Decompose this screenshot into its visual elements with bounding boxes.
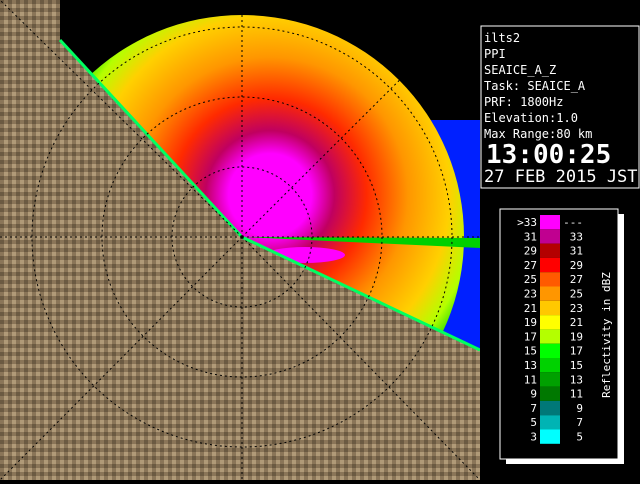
prf: PRF: 1800Hz <box>484 95 563 109</box>
azimuth-line <box>0 236 243 481</box>
legend-low: 13 <box>524 359 537 372</box>
legend-low: 17 <box>524 330 537 343</box>
legend-swatch <box>540 257 560 273</box>
legend-low: 31 <box>524 230 537 243</box>
legend-low: 11 <box>524 373 537 386</box>
legend-swatch <box>540 343 560 358</box>
legend-swatch <box>540 315 560 330</box>
legend-high: --- <box>563 216 583 229</box>
legend-low: 25 <box>524 273 537 286</box>
legend-high: 27 <box>570 273 583 286</box>
legend-swatch <box>540 386 560 401</box>
azimuth-line <box>241 0 481 238</box>
range-rings <box>0 0 480 480</box>
land <box>0 0 480 480</box>
legend-low: 5 <box>530 416 537 429</box>
legend-high: 25 <box>570 288 583 301</box>
legend-swatch <box>540 429 560 444</box>
legend-swatch <box>540 215 560 230</box>
legend-low: 23 <box>524 288 537 301</box>
legend-swatch <box>540 243 560 258</box>
legend-high: 9 <box>576 402 583 415</box>
date: 27 FEB 2015 JST <box>484 167 638 187</box>
legend-swatch <box>540 300 560 316</box>
legend-high: 17 <box>570 345 583 358</box>
task: Task: SEAICE_A <box>484 79 586 93</box>
azimuth-line <box>241 236 481 481</box>
legend-swatch <box>540 358 560 373</box>
echo-band <box>242 237 480 248</box>
legend-high: 13 <box>570 373 583 386</box>
legend-low: >33 <box>517 216 537 229</box>
legend-title: Reflectivity in dBZ <box>600 272 613 398</box>
legend-low: 7 <box>530 402 537 415</box>
legend-high: 33 <box>570 230 583 243</box>
product: SEAICE_A_Z <box>484 63 556 77</box>
legend-high: 11 <box>570 388 583 401</box>
legend-high: 21 <box>570 316 583 329</box>
mode: PPI <box>484 47 506 61</box>
legend-low: 27 <box>524 259 537 272</box>
legend-low: 21 <box>524 302 537 315</box>
legend-high: 29 <box>570 259 583 272</box>
station: ilts2 <box>484 31 520 45</box>
max-range: Max Range:80 km <box>484 127 592 141</box>
legend-low: 29 <box>524 245 537 258</box>
legend-high: 5 <box>576 431 583 444</box>
legend-low: 19 <box>524 316 537 329</box>
legend-swatch <box>540 229 560 244</box>
azimuth-line <box>0 0 243 238</box>
legend-swatch <box>540 329 560 344</box>
legend-low: 15 <box>524 345 537 358</box>
legend-low: 3 <box>530 431 537 444</box>
legend-swatch <box>540 400 560 416</box>
legend-high: 15 <box>570 359 583 372</box>
legend-high: 31 <box>570 245 583 258</box>
legend-swatch <box>540 272 560 287</box>
legend-high: 19 <box>570 330 583 343</box>
legend-swatch <box>540 372 560 387</box>
elevation: Elevation:1.0 <box>484 111 578 125</box>
info-text: ilts2 PPI SEAICE_A_Z Task: SEAICE_A PRF:… <box>484 31 638 187</box>
legend-low: 9 <box>530 388 537 401</box>
info-box <box>480 25 640 189</box>
legend-swatch <box>540 415 560 430</box>
legend-high: 7 <box>576 416 583 429</box>
time: 13:00:25 <box>486 140 611 170</box>
legend-swatch <box>540 286 560 301</box>
legend-high: 23 <box>570 302 583 315</box>
